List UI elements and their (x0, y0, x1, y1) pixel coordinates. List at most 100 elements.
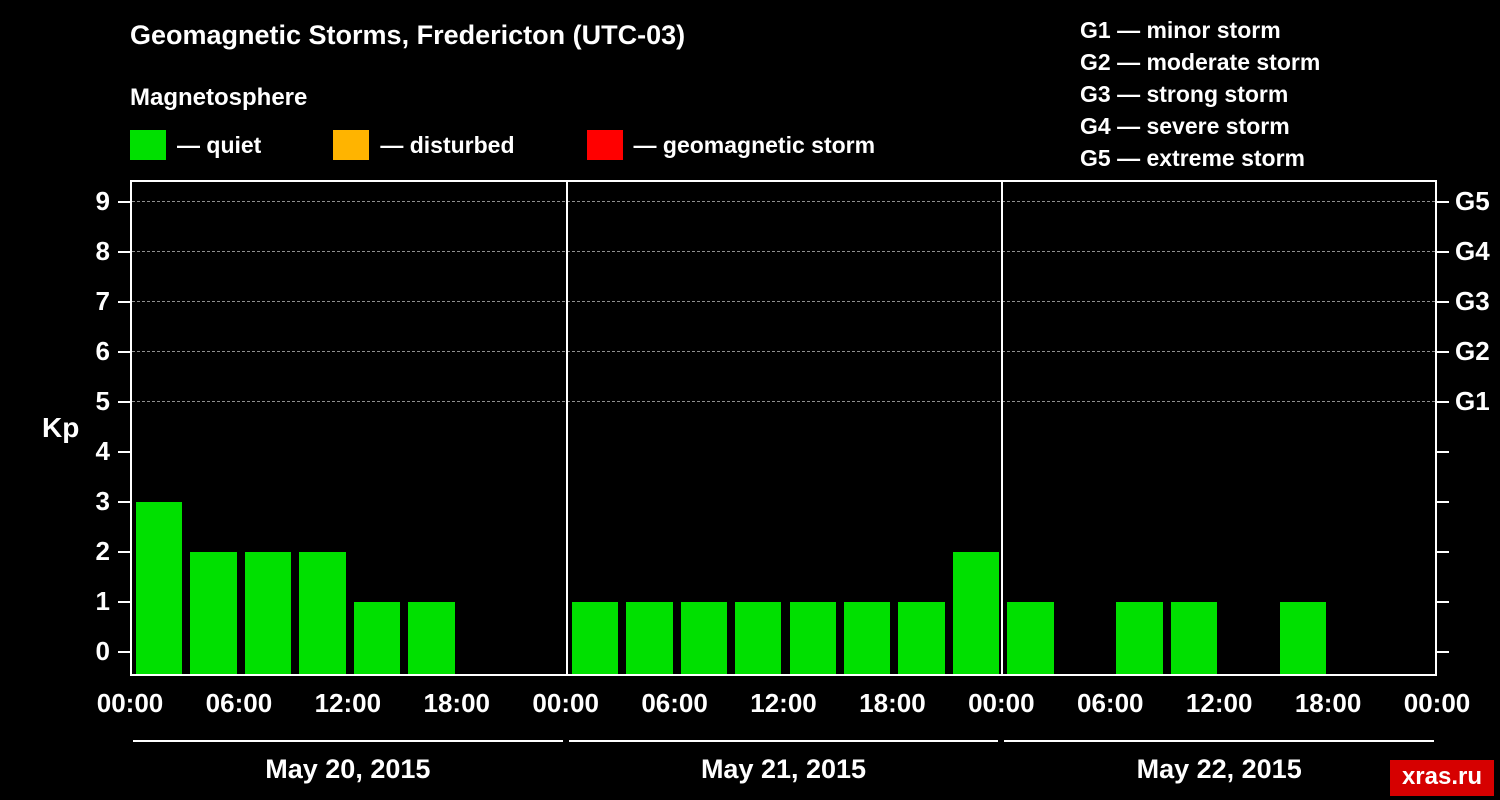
kp-bar (626, 602, 673, 674)
legend-label: — geomagnetic storm (633, 131, 876, 158)
right-axis-label: G2 (1455, 336, 1490, 366)
y-tick-mark-left (118, 551, 130, 553)
y-tick-label: 5 (95, 386, 110, 416)
kp-bar (843, 602, 891, 674)
date-label: May 20, 2015 (265, 754, 431, 784)
kp-bar (1116, 602, 1163, 674)
y-tick-label: 2 (95, 536, 110, 566)
y-tick-label: 3 (95, 486, 110, 516)
g-scale-item: G2 — moderate storm (1080, 49, 1321, 75)
chart-subtitle: Magnetosphere (130, 84, 308, 111)
g-scale-item: G4 — severe storm (1080, 113, 1290, 139)
y-tick-mark-left (118, 351, 130, 353)
y-tick-label: 4 (95, 436, 110, 466)
y-tick-mark-right (1437, 351, 1449, 353)
gridline (132, 251, 1435, 252)
g-scale-item: G5 — extreme storm (1080, 145, 1305, 171)
watermark: xras.ru (1389, 760, 1494, 796)
y-tick-mark-right (1437, 251, 1449, 253)
y-tick-mark-right (1437, 451, 1449, 453)
x-tick-label: 12:00 (750, 688, 817, 718)
y-tick-mark-left (118, 401, 130, 403)
y-tick-mark-left (118, 451, 130, 453)
gridline (132, 351, 1435, 352)
kp-bar (680, 602, 728, 674)
y-tick-mark-right (1437, 551, 1449, 553)
right-axis-label: G4 (1455, 236, 1490, 266)
y-tick-mark-right (1437, 301, 1449, 303)
legend-label: — disturbed (380, 131, 515, 158)
y-tick-mark-right (1437, 651, 1449, 653)
g-scale-item: G3 — strong storm (1080, 81, 1289, 107)
storm-swatch-icon (586, 130, 623, 160)
x-tick-label: 06:00 (205, 688, 273, 718)
day-separator (1001, 182, 1004, 674)
y-tick-mark-left (118, 251, 130, 253)
quiet-swatch-icon (130, 130, 166, 160)
y-tick-label: 8 (95, 236, 110, 266)
kp-bar (299, 552, 346, 674)
legend-label: — quiet (177, 131, 262, 158)
y-tick-mark-right (1437, 501, 1449, 503)
kp-bar (1007, 602, 1054, 674)
y-axis-label: Kp (42, 412, 80, 443)
y-tick-mark-left (118, 301, 130, 303)
legend-item: — disturbed (333, 130, 515, 160)
x-tick-label: 00:00 (532, 688, 599, 718)
kp-bar (789, 602, 836, 674)
kp-bar (735, 602, 782, 674)
kp-bar (571, 602, 619, 674)
y-tick-mark-left (118, 201, 130, 203)
g-scale-item: G1 — minor storm (1080, 17, 1281, 43)
kp-bar (1279, 602, 1327, 674)
kp-bar (190, 552, 237, 674)
y-tick-mark-right (1437, 401, 1449, 403)
right-axis-label: G5 (1455, 186, 1490, 216)
date-label: May 21, 2015 (700, 754, 867, 784)
y-tick-mark-left (118, 601, 130, 603)
kp-bar (952, 552, 1000, 674)
y-tick-label: 9 (95, 186, 110, 216)
kp-bar (353, 602, 401, 674)
kp-bar (136, 502, 183, 674)
x-tick-label: 06:00 (641, 688, 708, 718)
date-underline (568, 740, 999, 742)
y-tick-mark-right (1437, 201, 1449, 203)
x-tick-label: 18:00 (1294, 688, 1362, 718)
date-underline (1004, 740, 1434, 742)
y-tick-label: 0 (95, 636, 110, 666)
legend-item: — quiet (130, 130, 261, 160)
g-scale-legend: G1 — minor storm G2 — moderate storm G3 — … (1080, 14, 1320, 174)
x-tick-label: 00:00 (1403, 688, 1471, 718)
y-tick-label: 7 (95, 286, 110, 316)
right-axis-label: G1 (1455, 386, 1490, 416)
x-tick-label: 06:00 (1077, 688, 1144, 718)
plot-area (130, 180, 1437, 676)
kp-bar (898, 602, 945, 674)
y-tick-mark-left (118, 651, 130, 653)
date-underline (133, 740, 563, 742)
gridline (132, 301, 1435, 302)
y-tick-mark-left (118, 501, 130, 503)
chart-title: Geomagnetic Storms, Fredericton (UTC-03) (130, 20, 686, 50)
right-axis-label: G3 (1455, 286, 1490, 316)
date-label: May 22, 2015 (1136, 754, 1302, 784)
kp-bar (408, 602, 455, 674)
y-tick-label: 6 (95, 336, 110, 366)
day-separator (565, 182, 568, 674)
x-tick-label: 18:00 (423, 688, 491, 718)
y-tick-label: 1 (95, 586, 110, 616)
x-tick-label: 18:00 (859, 688, 926, 718)
disturbed-swatch-icon (333, 130, 370, 160)
y-tick-mark-right (1437, 601, 1449, 603)
kp-state-legend: — quiet — disturbed — geomagnetic storm (130, 130, 875, 160)
gridline (132, 201, 1435, 202)
x-tick-label: 12:00 (314, 688, 382, 718)
x-tick-label: 12:00 (1185, 688, 1253, 718)
gridline (132, 401, 1435, 402)
kp-bar (244, 552, 292, 674)
kp-bar (1170, 602, 1218, 674)
x-tick-label: 00:00 (968, 688, 1035, 718)
x-tick-label: 00:00 (96, 688, 164, 718)
